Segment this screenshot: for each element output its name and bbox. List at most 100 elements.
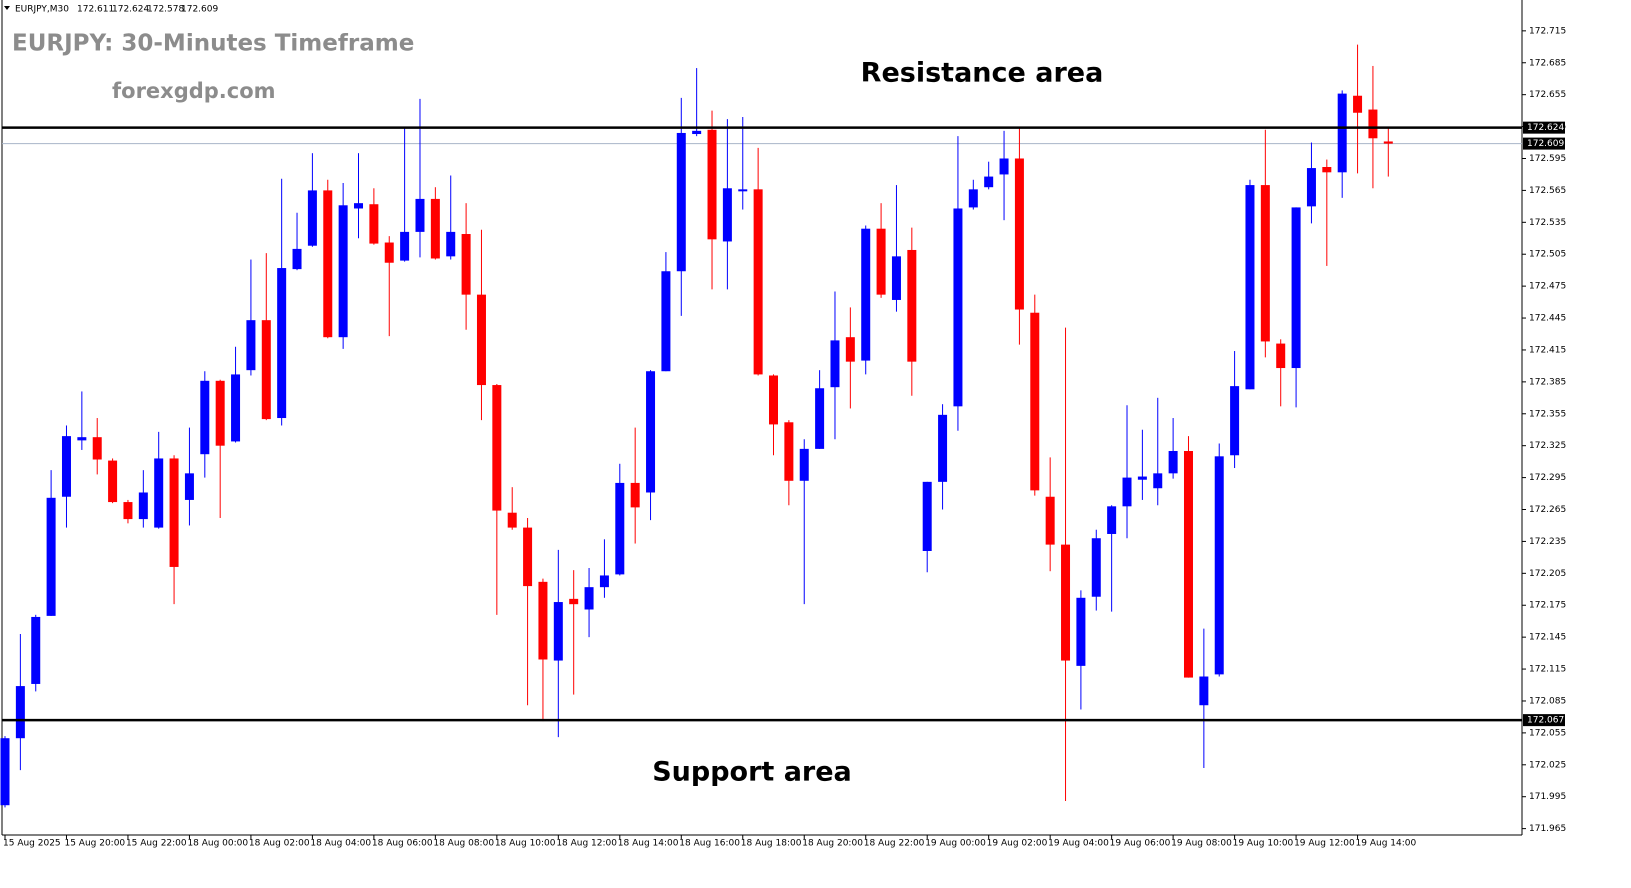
candle-body <box>1322 167 1332 173</box>
y-tick-label: 172.445 <box>1529 314 1566 324</box>
candle-body <box>31 616 41 684</box>
candle-body <box>938 414 948 482</box>
candle-body <box>538 581 548 660</box>
candle-body <box>354 203 364 209</box>
candle-body <box>492 385 502 511</box>
candle-body <box>1337 93 1347 173</box>
candle-body <box>1306 168 1316 207</box>
candle-body <box>599 575 609 588</box>
candle-body <box>200 380 210 455</box>
candle-body <box>1199 676 1209 706</box>
x-tick-label: 19 Aug 10:00 <box>1233 839 1294 849</box>
chart-subtitle: forexgdp.com <box>112 79 276 103</box>
menu-triangle[interactable] <box>4 6 10 10</box>
x-tick-label: 18 Aug 02:00 <box>249 839 310 849</box>
level-label: 172.067 <box>1527 716 1564 726</box>
y-tick-label: 172.025 <box>1529 760 1566 770</box>
candle-body <box>676 132 686 272</box>
candle-body <box>584 587 594 610</box>
candle-body <box>415 198 425 232</box>
candle-body <box>184 473 194 500</box>
candle-body <box>338 205 348 338</box>
candle-body <box>707 129 717 240</box>
x-tick-label: 18 Aug 06:00 <box>372 839 433 849</box>
info-open: 172.611 <box>77 5 114 15</box>
candle-body <box>400 231 410 261</box>
x-tick-label: 19 Aug 06:00 <box>1110 839 1171 849</box>
candle-body <box>1245 185 1255 390</box>
x-tick-label: 19 Aug 04:00 <box>1048 839 1109 849</box>
candle-body <box>738 189 748 192</box>
x-tick-label: 18 Aug 20:00 <box>802 839 863 849</box>
level-label-bg <box>1523 714 1565 727</box>
candle-body <box>123 502 133 520</box>
candle-body <box>231 374 241 442</box>
level-label: 172.624 <box>1527 123 1564 133</box>
annotation: Resistance area <box>861 58 1104 89</box>
candle-body <box>246 320 256 371</box>
candle-body <box>815 388 825 449</box>
candle-body <box>1260 185 1270 342</box>
candle-body <box>722 188 732 242</box>
candle-body <box>1383 141 1393 144</box>
candle-body <box>861 228 871 361</box>
candle-body <box>384 242 394 263</box>
candle-body <box>1230 386 1240 456</box>
candle-body <box>769 375 778 425</box>
y-tick-label: 172.505 <box>1529 250 1566 260</box>
candle-body <box>15 686 25 739</box>
candle-body <box>430 198 440 259</box>
candle-body <box>968 189 978 208</box>
candle-body <box>1045 496 1055 545</box>
candle-body <box>1353 95 1363 113</box>
candle-body <box>1168 451 1178 474</box>
candle-body <box>0 738 10 806</box>
candle-body <box>891 256 901 300</box>
candle-body <box>1122 477 1132 507</box>
x-tick-label: 18 Aug 12:00 <box>556 839 617 849</box>
candle-body <box>307 190 317 246</box>
x-tick-label: 15 Aug 2025 <box>3 839 61 849</box>
y-tick-label: 172.355 <box>1529 409 1566 419</box>
candle-body <box>1291 207 1301 369</box>
bid-label-bg <box>1523 137 1565 150</box>
candle-body <box>907 249 917 362</box>
chart-title: EURJPY: 30-Minutes Timeframe <box>12 31 414 57</box>
x-tick-label: 19 Aug 08:00 <box>1171 839 1232 849</box>
candle-body <box>799 448 809 481</box>
candle-body <box>446 231 456 257</box>
candle-body <box>922 481 932 551</box>
y-tick-label: 172.115 <box>1529 665 1566 675</box>
y-tick-label: 172.595 <box>1529 154 1566 164</box>
y-tick-label: 172.055 <box>1529 728 1566 738</box>
y-tick-label: 171.995 <box>1529 792 1566 802</box>
y-tick-label: 172.325 <box>1529 441 1566 451</box>
candle-body <box>369 204 379 244</box>
bid-label: 172.609 <box>1527 139 1564 149</box>
x-tick-label: 15 Aug 22:00 <box>126 839 187 849</box>
candle-body <box>830 340 840 388</box>
candle-body <box>1137 476 1147 480</box>
y-tick-label: 171.965 <box>1529 824 1566 834</box>
candle-body <box>92 437 102 460</box>
candle-body <box>169 458 179 567</box>
annotation: Support area <box>652 757 852 788</box>
candle-body <box>692 130 702 135</box>
candle-body <box>1153 473 1163 489</box>
x-tick-label: 15 Aug 20:00 <box>64 839 125 849</box>
candle-body <box>154 458 164 528</box>
candle-body <box>953 208 963 407</box>
y-tick-label: 172.385 <box>1529 377 1566 387</box>
y-tick-label: 172.685 <box>1529 58 1566 68</box>
level-label-bg <box>1523 121 1565 134</box>
candle-body <box>1368 109 1378 139</box>
x-tick-label: 18 Aug 18:00 <box>741 839 802 849</box>
candle-body <box>630 482 640 508</box>
candle-body <box>615 482 625 575</box>
candle-body <box>261 320 271 420</box>
candle-body <box>46 497 56 616</box>
candle-body <box>1014 158 1024 310</box>
candle-body <box>108 460 118 503</box>
y-tick-label: 172.205 <box>1529 569 1566 579</box>
